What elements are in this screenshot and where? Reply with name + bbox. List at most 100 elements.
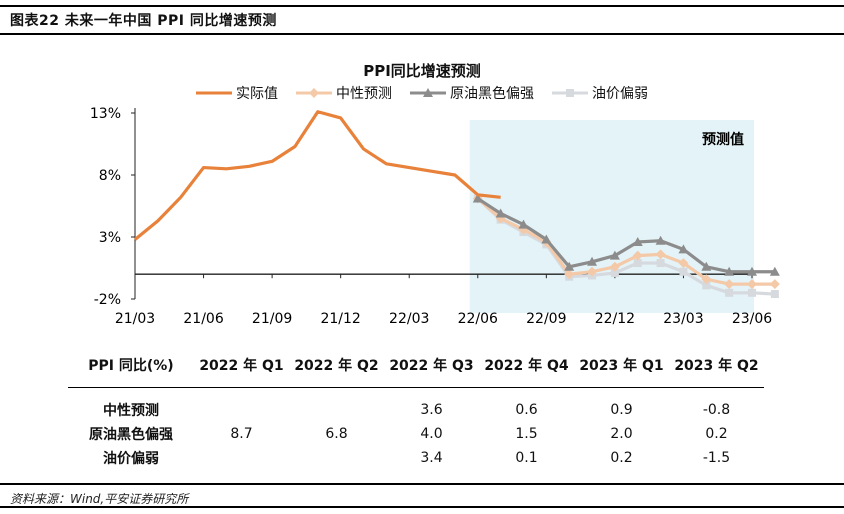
data-point <box>656 259 665 268</box>
table-cell: 3.6 <box>420 402 443 418</box>
legend-item-neutral: 中性预测 <box>296 83 392 103</box>
data-point <box>747 266 757 276</box>
table-cell: 0.1 <box>515 450 538 466</box>
table-cell: -1.5 <box>702 450 731 466</box>
table-cell: 1.5 <box>515 426 538 442</box>
figure-caption: 图表22 未来一年中国 PPI 同比增速预测 <box>10 13 277 29</box>
data-point <box>632 236 643 246</box>
table-row: 中性预测 3.6 0.6 0.9 -0.8 <box>68 398 764 422</box>
data-point <box>633 259 642 268</box>
data-point <box>748 288 756 297</box>
data-point <box>587 256 598 266</box>
data-point <box>724 279 735 290</box>
data-point <box>747 279 757 290</box>
x-tick-label: 22/12 <box>595 311 635 327</box>
legend-line-oil-weak-icon <box>552 89 588 97</box>
data-point <box>678 258 689 268</box>
forecast-label: 预测值 <box>702 131 744 148</box>
table-cell: 3.4 <box>420 450 443 466</box>
data-point <box>655 235 666 245</box>
data-point <box>564 269 575 280</box>
table-cell <box>289 446 384 470</box>
table-header-cell: 2022 年 Q3 <box>389 358 474 374</box>
table-header-cell: 2023 年 Q2 <box>674 358 759 374</box>
data-point <box>724 266 735 276</box>
data-point <box>769 279 780 290</box>
x-tick-label: 21/06 <box>183 311 223 327</box>
table-header-cell: 2022 年 Q1 <box>199 358 284 374</box>
x-tick-label: 21/12 <box>320 311 360 327</box>
x-tick-label: 22/09 <box>526 311 566 327</box>
legend-label-actual: 实际值 <box>236 86 278 102</box>
table-cell: -0.8 <box>702 402 731 418</box>
table-header-cell: 2023 年 Q1 <box>579 358 664 374</box>
x-tick-label: 23/03 <box>663 311 703 327</box>
table-cell <box>289 398 384 422</box>
data-point <box>609 250 620 260</box>
table-row: 油价偏弱 3.4 0.1 0.2 -1.5 <box>68 446 764 470</box>
table-cell: 4.0 <box>420 426 443 442</box>
data-point <box>610 268 619 277</box>
legend-item-oil-weak: 油价偏弱 <box>552 83 648 103</box>
table-cell: 0.6 <box>515 402 538 418</box>
legend-line-oil-black-icon <box>410 88 446 97</box>
legend-line-neutral-icon <box>296 88 332 98</box>
table-cell: 0.2 <box>610 450 633 466</box>
table-cell: 0.2 <box>705 426 728 442</box>
data-point <box>655 249 666 260</box>
x-tick-label: 23/06 <box>732 311 772 327</box>
data-point <box>701 274 712 285</box>
table-separator <box>68 387 764 398</box>
x-tick-label: 22/03 <box>389 311 429 327</box>
top-rule <box>0 5 844 7</box>
table-row: 原油黑色偏强 8.7 6.8 4.0 1.5 2.0 0.2 <box>68 422 764 446</box>
y-tick-label: 3% <box>99 230 121 246</box>
x-tick-label: 22/06 <box>458 311 498 327</box>
row-label: 原油黑色偏强 <box>89 427 173 443</box>
legend-item-oil-black: 原油黑色偏强 <box>410 83 534 103</box>
table-header-cell: PPI 同比(%) <box>88 358 174 374</box>
data-point <box>769 266 780 276</box>
table-header-row: PPI 同比(%) 2022 年 Q1 2022 年 Q2 2022 年 Q3 … <box>68 343 764 388</box>
footer-rule <box>0 483 844 485</box>
series-line-actual <box>133 110 501 241</box>
data-point <box>564 261 575 271</box>
legend-label-neutral: 中性预测 <box>336 86 392 102</box>
table-cell: 2.0 <box>610 426 633 442</box>
bottom-rule <box>0 506 844 508</box>
row-label: 油价偏弱 <box>103 451 159 467</box>
forecast-shade-region <box>469 120 754 313</box>
chart-legend: 实际值 中性预测 原油黑色偏强 油价偏弱 <box>0 83 844 103</box>
data-point <box>495 208 506 218</box>
table-header-cell: 2022 年 Q4 <box>484 358 569 374</box>
ppi-line-chart: 预测值 13% 8% 3% -2% 21/03 21/06 21/09 21/12 22/03 2… <box>90 106 780 327</box>
table-cell <box>194 398 289 422</box>
data-point <box>701 261 712 271</box>
data-point <box>725 288 734 297</box>
table-cell: 6.8 <box>325 426 348 442</box>
data-point <box>770 290 779 299</box>
x-tick-label: 21/09 <box>252 311 292 327</box>
data-point <box>587 266 597 277</box>
table-cell: 0.9 <box>610 402 633 418</box>
data-point <box>518 219 529 229</box>
table-header-cell: 2022 年 Q2 <box>294 358 379 374</box>
row-label: 中性预测 <box>103 403 159 419</box>
y-tick-label: 13% <box>90 106 121 122</box>
data-point <box>679 267 688 276</box>
data-point <box>632 250 643 261</box>
table-cell <box>194 446 289 470</box>
legend-line-actual-icon <box>196 91 232 95</box>
data-point <box>678 244 689 254</box>
y-tick-label: 8% <box>99 168 121 184</box>
data-point <box>609 261 620 272</box>
forecast-table: PPI 同比(%) 2022 年 Q1 2022 年 Q2 2022 年 Q3 … <box>68 343 764 470</box>
source-note: 资料来源：Wind,平安证券研究所 <box>10 492 189 506</box>
data-point <box>472 193 483 203</box>
y-tick-label: -2% <box>94 292 121 308</box>
data-point <box>702 281 711 290</box>
legend-item-actual: 实际值 <box>196 83 278 103</box>
legend-label-oil-black: 原油黑色偏强 <box>450 86 534 102</box>
x-tick-label: 21/03 <box>115 311 155 327</box>
caption-rule <box>0 33 844 35</box>
